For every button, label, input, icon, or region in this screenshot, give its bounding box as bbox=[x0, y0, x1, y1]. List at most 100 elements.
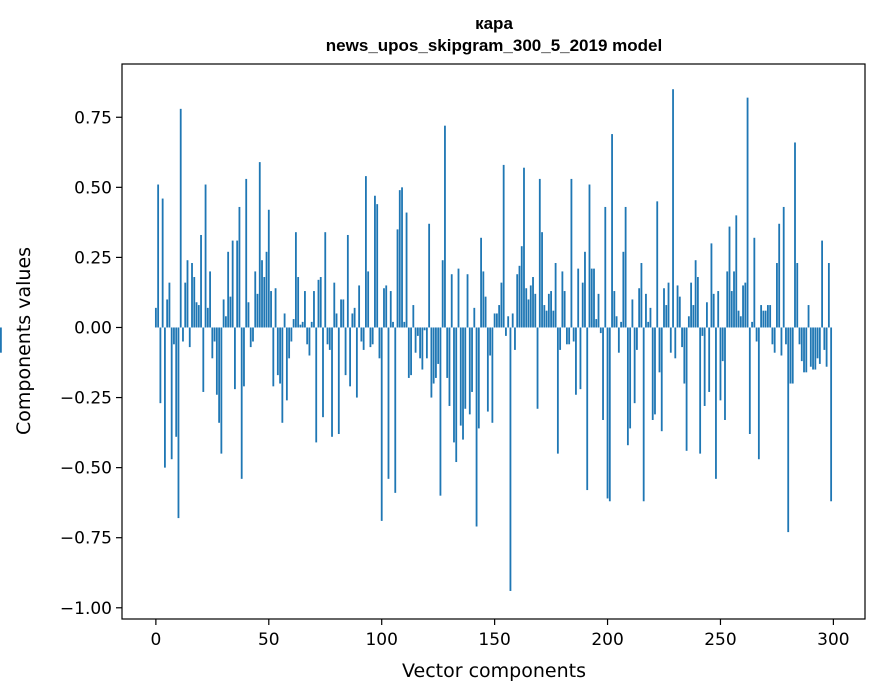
bar-57 bbox=[283, 313, 286, 328]
bar-259 bbox=[739, 316, 742, 328]
bar-239 bbox=[694, 260, 697, 328]
bar-261 bbox=[744, 282, 747, 328]
bar-269 bbox=[762, 310, 765, 328]
bar-89 bbox=[355, 327, 358, 398]
bar-156 bbox=[507, 316, 510, 328]
bar-31 bbox=[224, 316, 227, 328]
bar-179 bbox=[559, 327, 562, 350]
bar-267 bbox=[757, 327, 760, 460]
bar-271 bbox=[766, 305, 769, 328]
bar-59 bbox=[288, 327, 291, 359]
bar-46 bbox=[258, 162, 261, 328]
bar-287 bbox=[803, 327, 805, 373]
bar-220 bbox=[651, 327, 654, 420]
bar-63 bbox=[297, 277, 300, 328]
bar-72 bbox=[317, 279, 320, 328]
bar-204 bbox=[615, 316, 618, 328]
bar-211 bbox=[631, 299, 634, 328]
bar-94 bbox=[367, 271, 370, 328]
bar-186 bbox=[575, 327, 577, 395]
bar-123 bbox=[432, 327, 435, 384]
bar-122 bbox=[430, 327, 433, 398]
bar-195 bbox=[595, 319, 598, 328]
bar-38 bbox=[240, 327, 243, 479]
bar-10 bbox=[177, 327, 180, 519]
bar-4 bbox=[164, 327, 166, 468]
bar-248 bbox=[715, 327, 717, 479]
bar-101 bbox=[383, 288, 385, 328]
bar-67 bbox=[306, 327, 309, 345]
bar-169 bbox=[536, 327, 539, 409]
bar-6 bbox=[168, 282, 171, 328]
bar-293 bbox=[816, 327, 819, 359]
x-axis-label: Vector components bbox=[402, 660, 586, 682]
bar-170 bbox=[538, 178, 541, 328]
bar-168 bbox=[534, 293, 537, 328]
bar-288 bbox=[805, 327, 808, 373]
bar-96 bbox=[371, 327, 374, 345]
bar-22 bbox=[204, 184, 207, 328]
bar-163 bbox=[523, 167, 525, 328]
bar-249 bbox=[717, 291, 720, 328]
x-tick-label: 250 bbox=[704, 630, 736, 650]
bar-277 bbox=[780, 327, 783, 356]
bar-199 bbox=[604, 206, 607, 328]
bar-14 bbox=[186, 260, 189, 328]
bar-3 bbox=[161, 198, 164, 328]
bar-206 bbox=[620, 321, 622, 328]
x-tick-label: 300 bbox=[817, 630, 849, 650]
bar-184 bbox=[570, 178, 573, 328]
bar-240 bbox=[696, 277, 699, 328]
bar-2 bbox=[159, 327, 162, 404]
bar-203 bbox=[613, 291, 616, 328]
bar-107 bbox=[396, 229, 399, 328]
bar-117 bbox=[419, 327, 422, 359]
x-tick-label: 100 bbox=[365, 630, 397, 650]
bar-128 bbox=[444, 125, 446, 328]
bar-15 bbox=[188, 327, 191, 348]
bar-283 bbox=[794, 142, 796, 328]
bar-76 bbox=[326, 327, 329, 345]
bar-151 bbox=[495, 313, 498, 328]
bar-212 bbox=[633, 327, 636, 404]
bar-164 bbox=[525, 288, 528, 328]
bar-42 bbox=[249, 327, 252, 348]
bar-294 bbox=[818, 327, 821, 364]
bar-113 bbox=[410, 327, 412, 376]
bar-131 bbox=[450, 274, 453, 328]
bar-231 bbox=[676, 285, 679, 328]
bar-58 bbox=[285, 327, 288, 401]
bar-127 bbox=[441, 260, 444, 328]
bar-0 bbox=[154, 307, 157, 328]
bar-210 bbox=[629, 327, 632, 429]
y-tick-label: 0.75 bbox=[74, 108, 112, 128]
bar-66 bbox=[304, 291, 306, 328]
bar-297 bbox=[825, 327, 828, 367]
bar-115 bbox=[414, 327, 417, 353]
bar-95 bbox=[369, 327, 372, 348]
bar-19 bbox=[197, 305, 200, 328]
bar-254 bbox=[728, 226, 731, 328]
bar-88 bbox=[353, 307, 356, 328]
bar-53 bbox=[274, 288, 277, 328]
bar-54 bbox=[276, 327, 279, 376]
bar-37 bbox=[238, 206, 241, 328]
bar-209 bbox=[626, 327, 629, 446]
bar-114 bbox=[412, 305, 415, 328]
bar-51 bbox=[270, 291, 272, 328]
bar-247 bbox=[712, 293, 715, 328]
bar-142 bbox=[475, 327, 478, 527]
bar-125 bbox=[437, 327, 440, 364]
bar-207 bbox=[622, 251, 625, 328]
bar-228 bbox=[669, 327, 672, 353]
bar-187 bbox=[577, 268, 580, 328]
bar-45 bbox=[256, 293, 259, 328]
bar-87 bbox=[351, 313, 354, 328]
bar-134 bbox=[457, 268, 460, 328]
plot-frame bbox=[121, 63, 866, 620]
y-axis: −1.00 −0.75 −0.50 −0.25 0.00 0.25 0.50 0.75 bbox=[60, 108, 122, 619]
bar-12 bbox=[182, 327, 184, 342]
bar-241 bbox=[699, 327, 702, 454]
bar-118 bbox=[421, 327, 424, 370]
bar-77 bbox=[328, 327, 331, 350]
